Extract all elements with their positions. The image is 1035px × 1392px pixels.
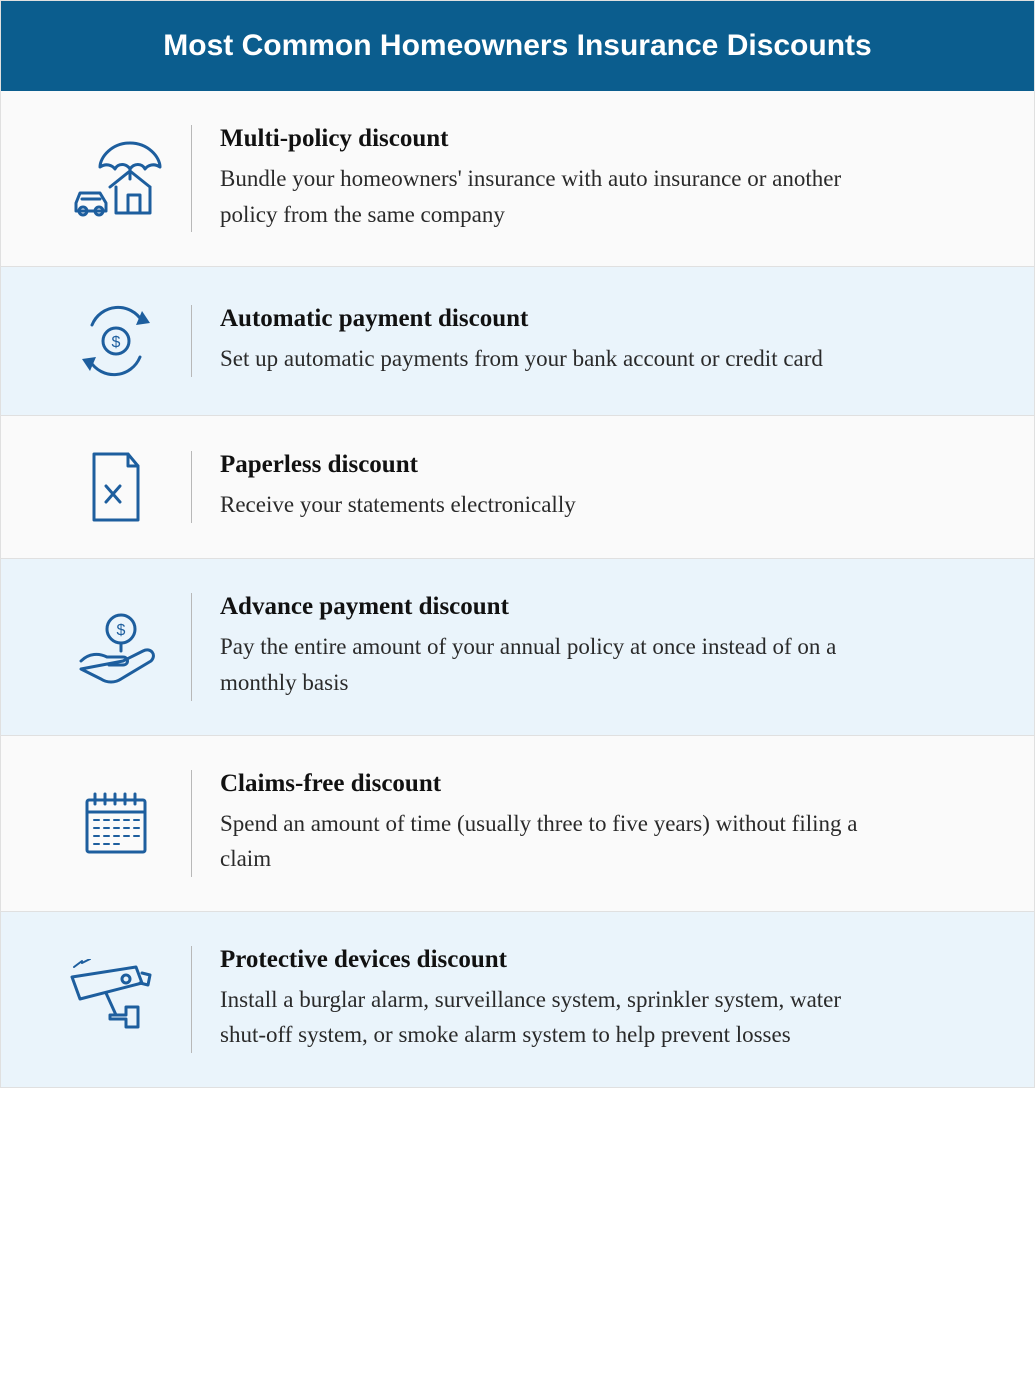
discount-text: Multi-policy discount Bundle your homeow… xyxy=(191,125,994,232)
discount-text: Automatic payment discount Set up automa… xyxy=(191,305,994,377)
bundle-icon xyxy=(41,139,191,219)
svg-text:$: $ xyxy=(112,334,121,351)
discount-desc: Spend an amount of time (usually three t… xyxy=(220,806,860,877)
discount-title: Protective devices discount xyxy=(220,946,994,974)
discount-desc: Set up automatic payments from your bank… xyxy=(220,341,860,377)
discount-desc: Bundle your homeowners' insurance with a… xyxy=(220,161,860,232)
discount-text: Paperless discount Receive your statemen… xyxy=(191,451,994,523)
advance-payment-icon: $ xyxy=(41,607,191,687)
discount-title: Claims-free discount xyxy=(220,770,994,798)
discount-title: Paperless discount xyxy=(220,451,994,479)
discount-title: Advance payment discount xyxy=(220,593,994,621)
calendar-icon xyxy=(41,788,191,858)
discount-row: $ Advance payment discount Pay the entir… xyxy=(1,559,1034,735)
discount-row: Protective devices discount Install a bu… xyxy=(1,912,1034,1087)
discount-text: Protective devices discount Install a bu… xyxy=(191,946,994,1053)
discount-title: Automatic payment discount xyxy=(220,305,994,333)
header-title: Most Common Homeowners Insurance Discoun… xyxy=(1,1,1034,91)
discount-desc: Install a burglar alarm, surveillance sy… xyxy=(220,982,860,1053)
discount-desc: Pay the entire amount of your annual pol… xyxy=(220,629,860,700)
discount-desc: Receive your statements electronically xyxy=(220,487,860,523)
discount-row: $ Automatic payment discount Set up auto… xyxy=(1,267,1034,416)
security-camera-icon xyxy=(41,959,191,1039)
discount-row: Paperless discount Receive your statemen… xyxy=(1,416,1034,559)
discount-row: Claims-free discount Spend an amount of … xyxy=(1,736,1034,912)
discount-row: Multi-policy discount Bundle your homeow… xyxy=(1,91,1034,267)
discount-text: Claims-free discount Spend an amount of … xyxy=(191,770,994,877)
svg-text:$: $ xyxy=(117,622,126,639)
paperless-icon xyxy=(41,450,191,524)
infographic-container: Most Common Homeowners Insurance Discoun… xyxy=(0,0,1035,1088)
discount-text: Advance payment discount Pay the entire … xyxy=(191,593,994,700)
discount-title: Multi-policy discount xyxy=(220,125,994,153)
autopay-icon: $ xyxy=(41,301,191,381)
